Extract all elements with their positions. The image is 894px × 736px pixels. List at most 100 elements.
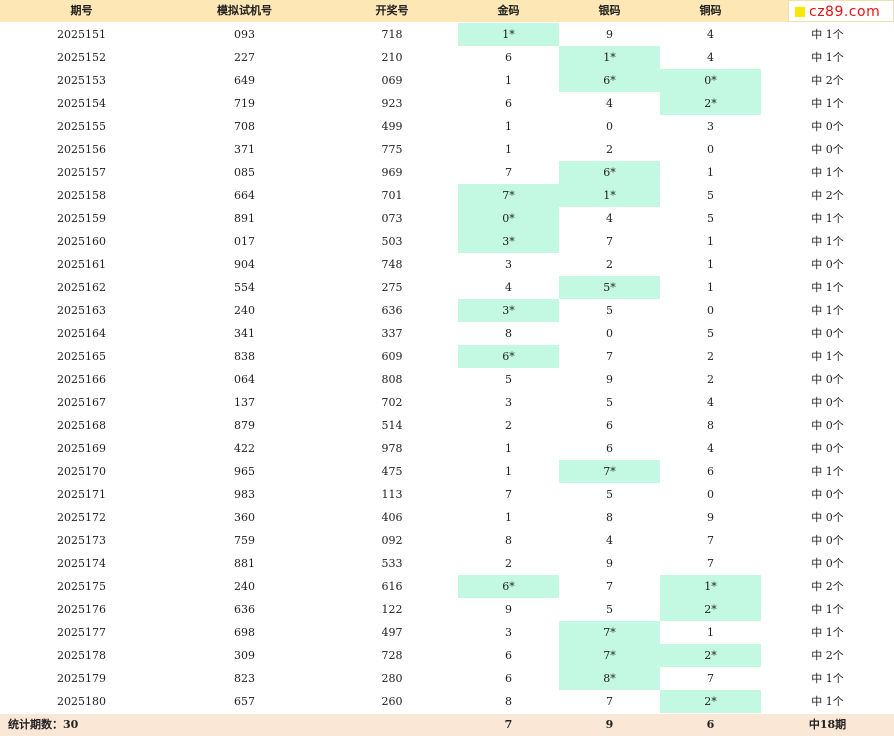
result-cell: 中 0个 (811, 327, 844, 340)
table-row: 2025162 554 275 4 5* 1 中 1个 (0, 276, 894, 299)
result-cell: 中 1个 (811, 51, 844, 64)
table-row: 2025178 309 728 6 7* 2* 中 2个 (0, 644, 894, 667)
draw-number-cell: 701 (381, 189, 403, 202)
silver-cell: 9 (606, 28, 613, 41)
issue-cell: 2025176 (57, 603, 106, 616)
bronze-cell: 5 (707, 212, 714, 225)
footer-total-periods: 统计期数：30 (8, 718, 79, 731)
gold-cell: 1 (505, 465, 512, 478)
bronze-cell: 0 (707, 304, 714, 317)
trial-number-cell: 879 (234, 419, 255, 432)
silver-cell: 5 (606, 488, 613, 501)
draw-number-cell: 718 (381, 28, 403, 41)
table-row: 2025169 422 978 1 6 4 中 0个 (0, 437, 894, 460)
table-row: 2025160 017 503 3* 7 1 中 1个 (0, 230, 894, 253)
trial-number-cell: 341 (234, 327, 255, 340)
result-cell: 中 1个 (811, 672, 844, 685)
footer-hit-total: 中18期 (808, 718, 847, 731)
silver-cell: 7 (606, 695, 613, 708)
draw-number-cell: 499 (381, 120, 403, 133)
table-row: 2025161 904 748 3 2 1 中 0个 (0, 253, 894, 276)
bronze-cell: 1* (660, 575, 761, 598)
gold-cell: 9 (505, 603, 512, 616)
header-silver: 银码 (598, 4, 621, 17)
table-row: 2025154 719 923 6 4 2* 中 1个 (0, 92, 894, 115)
bronze-cell: 8 (707, 419, 714, 432)
issue-cell: 2025153 (57, 74, 106, 87)
trial-number-cell: 759 (234, 534, 255, 547)
draw-number-cell: 280 (381, 672, 403, 685)
draw-number-cell: 122 (381, 603, 403, 616)
table-row: 2025163 240 636 3* 5 0 中 1个 (0, 299, 894, 322)
silver-cell: 8* (559, 667, 660, 690)
site-logo[interactable]: cz89.com (788, 0, 894, 22)
draw-number-cell: 092 (381, 534, 403, 547)
trial-number-cell: 823 (234, 672, 255, 685)
gold-cell: 4 (505, 281, 512, 294)
bronze-cell: 7 (707, 534, 714, 547)
silver-cell: 4 (606, 97, 613, 110)
silver-cell: 4 (606, 212, 613, 225)
draw-number-cell: 616 (381, 580, 403, 593)
result-cell: 中 0个 (811, 534, 844, 547)
draw-number-cell: 503 (381, 235, 403, 248)
issue-cell: 2025174 (57, 557, 106, 570)
bronze-cell: 7 (707, 672, 714, 685)
issue-cell: 2025161 (57, 258, 106, 271)
table-row: 2025176 636 122 9 5 2* 中 1个 (0, 598, 894, 621)
footer-silver-count: 9 (605, 718, 614, 731)
trial-number-cell: 371 (234, 143, 255, 156)
silver-cell: 6 (606, 442, 613, 455)
gold-cell: 3* (458, 299, 559, 322)
silver-cell: 7* (559, 644, 660, 667)
gold-cell: 8 (505, 695, 512, 708)
table-row: 2025156 371 775 1 2 0 中 0个 (0, 138, 894, 161)
footer-gold-count: 7 (504, 718, 513, 731)
draw-number-cell: 808 (381, 373, 403, 386)
bronze-cell: 1 (707, 626, 714, 639)
issue-cell: 2025152 (57, 51, 106, 64)
gold-cell: 0* (458, 207, 559, 230)
bronze-cell: 4 (707, 51, 714, 64)
table-row: 2025151 093 718 1* 9 4 中 1个 (0, 23, 894, 46)
trial-number-cell: 085 (234, 166, 255, 179)
table-row: 2025167 137 702 3 5 4 中 0个 (0, 391, 894, 414)
result-cell: 中 1个 (811, 97, 844, 110)
issue-cell: 2025165 (57, 350, 106, 363)
bronze-cell: 2* (660, 690, 761, 713)
trial-number-cell: 983 (234, 488, 255, 501)
bronze-cell: 1 (707, 235, 714, 248)
bronze-cell: 5 (707, 189, 714, 202)
table-row: 2025158 664 701 7* 1* 5 中 2个 (0, 184, 894, 207)
result-cell: 中 2个 (811, 649, 844, 662)
trial-number-cell: 904 (234, 258, 255, 271)
gold-cell: 1 (505, 442, 512, 455)
trial-number-cell: 554 (234, 281, 255, 294)
result-cell: 中 0个 (811, 488, 844, 501)
issue-cell: 2025158 (57, 189, 106, 202)
issue-cell: 2025163 (57, 304, 106, 317)
bronze-cell: 9 (707, 511, 714, 524)
issue-cell: 2025155 (57, 120, 106, 133)
trial-number-cell: 698 (234, 626, 255, 639)
result-cell: 中 2个 (811, 580, 844, 593)
trial-number-cell: 664 (234, 189, 255, 202)
result-cell: 中 0个 (811, 442, 844, 455)
bronze-cell: 4 (707, 442, 714, 455)
issue-cell: 2025172 (57, 511, 106, 524)
result-cell: 中 1个 (811, 28, 844, 41)
draw-number-cell: 636 (381, 304, 403, 317)
trial-number-cell: 965 (234, 465, 255, 478)
bronze-cell: 1 (707, 281, 714, 294)
trial-number-cell: 838 (234, 350, 255, 363)
gold-cell: 6 (505, 672, 512, 685)
bronze-cell: 5 (707, 327, 714, 340)
issue-cell: 2025169 (57, 442, 106, 455)
silver-cell: 7 (606, 235, 613, 248)
table-row: 2025179 823 280 6 8* 7 中 1个 (0, 667, 894, 690)
table-footer: 统计期数：30 7 9 6 中18期 (0, 714, 894, 736)
table-row: 2025177 698 497 3 7* 1 中 1个 (0, 621, 894, 644)
issue-cell: 2025160 (57, 235, 106, 248)
trial-number-cell: 657 (234, 695, 255, 708)
draw-number-cell: 406 (381, 511, 403, 524)
